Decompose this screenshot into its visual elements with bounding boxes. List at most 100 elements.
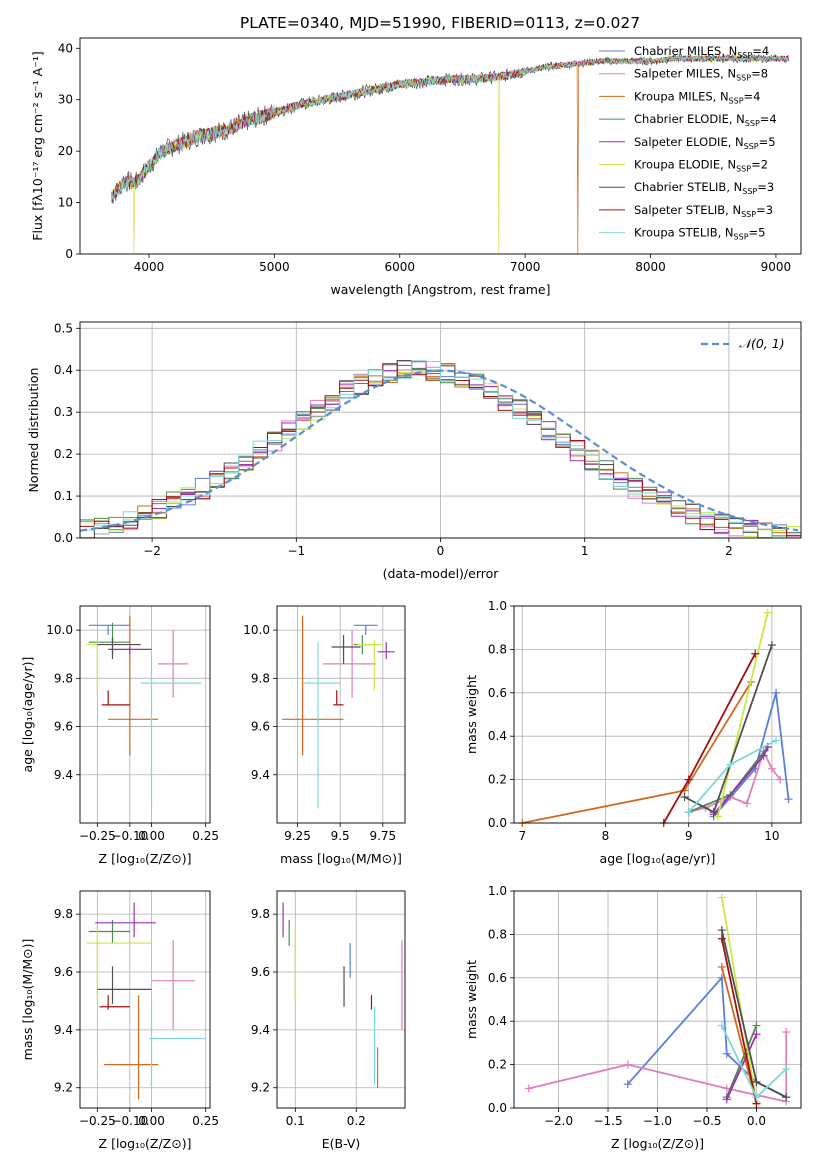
y-axis-label: mass weight (464, 960, 479, 1039)
y-tick-label: 9.6 (54, 965, 73, 979)
y-axis-label: Flux [fλ10⁻¹⁷ erg cm⁻² s⁻¹ A⁻¹] (30, 51, 45, 240)
legend-label: Chabrier MILES, NSSP=4 (634, 44, 769, 60)
legend-nssp-value: =4 (760, 112, 777, 126)
legend-subscript: SSP (741, 210, 756, 219)
y-tick-label: 1.0 (488, 599, 507, 613)
legend-nssp-value: =3 (757, 180, 774, 194)
x-tick-label: −0.25 (79, 1114, 116, 1128)
x-tick-label: 0.00 (138, 829, 165, 843)
x-tick-label: 10 (764, 829, 779, 843)
x-tick-label: −1 (287, 544, 305, 558)
y-tick-label: 0.1 (54, 489, 73, 503)
y-tick-label: 9.6 (251, 965, 270, 979)
legend-subscript: SSP (745, 119, 760, 128)
y-tick-label: 9.8 (54, 907, 73, 921)
x-tick-label: 5000 (259, 260, 290, 274)
y-tick-label: 0.6 (488, 686, 507, 700)
y-axis-label: mass weight (464, 675, 479, 754)
y-tick-label: 0.4 (54, 363, 73, 377)
x-tick-label: 6000 (384, 260, 415, 274)
x-tick-label: 0.0 (747, 1114, 766, 1128)
legend-subscript: SSP (736, 74, 751, 83)
axes-spectrum: 4000 5000 6000 7000 8000 9000 0 10 20 30 40 wavelen… (30, 37, 802, 297)
spectrum-line (110, 54, 789, 203)
histogram-step (80, 360, 801, 539)
y-tick-label: 10.0 (46, 623, 73, 637)
y-axis-label: mass [log₁₀(M/M⊙)] (20, 939, 35, 1061)
weight-line (725, 1025, 758, 1098)
x-tick-label: 0.1 (286, 1114, 305, 1128)
legend-label: Chabrier ELODIE, NSSP=4 (634, 112, 777, 128)
x-tick-label: −0.5 (692, 1114, 721, 1128)
y-tick-label: 9.4 (54, 768, 73, 782)
axes-layer: 4000 5000 6000 7000 8000 9000010203040wavelen… (20, 37, 802, 1151)
axes-mass-weight-vs-age: 7 8 9 10 0.0 0.2 0.4 0.6 0.8 1.0 age [log₁₀(age/yr… (464, 599, 802, 866)
axes-frame (79, 890, 211, 1109)
y-tick-label: 9.2 (251, 1081, 270, 1095)
x-axis-label: (data-model)/error (383, 566, 500, 581)
y-tick-label: 0.3 (54, 405, 73, 419)
x-tick-label: 7 (518, 829, 526, 843)
x-tick-label: 9.25 (284, 829, 311, 843)
y-tick-label: 0.2 (488, 773, 507, 787)
legend-nssp-value: =5 (759, 135, 776, 149)
weight-line (713, 692, 790, 818)
y-tick-label: 0.0 (54, 531, 73, 545)
axes-mass-vs-EBV: 0.1 0.2 9.2 9.4 9.6 9.8 E(B-V) (251, 890, 406, 1151)
legend-label: Kroupa ELODIE, NSSP=2 (634, 158, 768, 174)
y-tick-label: 20 (58, 144, 73, 158)
legend-label: Salpeter STELIB, NSSP=3 (634, 203, 773, 219)
x-axis-label: Z [log₁₀(Z/Z⊙)] (99, 1136, 192, 1151)
weight-line (720, 938, 758, 1104)
y-tick-label: 9.6 (251, 720, 270, 734)
x-tick-label: 0.00 (138, 1114, 165, 1128)
axes-mass-weight-vs-Z: −2.0 −1.5 −1.0 −0.5 0.0 0.0 0.2 0.4 0.6 0.8 1.0 Z [… (464, 884, 802, 1151)
x-axis-label: Z [log₁₀(Z/Z⊙)] (99, 851, 192, 866)
x-tick-label: −2 (143, 544, 161, 558)
legend-subscript: SSP (729, 96, 744, 105)
y-axis-label: Normed distribution (26, 368, 41, 493)
weight-line (662, 653, 756, 824)
y-tick-label: 9.8 (54, 671, 73, 685)
legend-nssp-value: =8 (751, 67, 768, 81)
y-tick-label: 9.2 (54, 1081, 73, 1095)
spectrum-line (110, 54, 789, 254)
x-tick-label: −0.10 (111, 1114, 148, 1128)
y-tick-label: 30 (58, 93, 73, 107)
legend-label: Salpeter MILES, NSSP=8 (634, 67, 768, 83)
y-tick-label: 9.8 (251, 671, 270, 685)
legend-label: Kroupa MILES, NSSP=4 (634, 89, 760, 105)
x-tick-label: −2.0 (544, 1114, 573, 1128)
legend-nssp-value: =4 (744, 89, 761, 103)
axes-mass-vs-Z: −0.25−0.100.00 0.25 9.2 9.4 9.6 9.8 Z [log₁₀(Z… (20, 890, 219, 1151)
x-tick-label: 9000 (761, 260, 792, 274)
legend-subscript: SSP (742, 187, 757, 196)
legend-nssp-value: =2 (751, 158, 768, 172)
axes-frame (276, 605, 406, 824)
x-axis-label: E(B-V) (322, 1136, 361, 1151)
weight-line (716, 612, 769, 817)
y-tick-label: 10.0 (243, 623, 270, 637)
y-tick-label: 10 (58, 196, 73, 210)
x-axis-label: age [log₁₀(age/yr)] (600, 851, 716, 866)
x-tick-label: 0.2 (347, 1114, 366, 1128)
y-tick-label: 0.6 (488, 971, 507, 985)
y-tick-label: 0.8 (488, 927, 507, 941)
x-tick-label: −1.5 (593, 1114, 622, 1128)
x-tick-label: 4000 (134, 260, 165, 274)
x-tick-label: 0.25 (192, 829, 219, 843)
axes-frame (79, 321, 802, 539)
y-tick-label: 0.0 (488, 816, 507, 830)
legend-subscript: SSP (734, 233, 749, 242)
legend-label: Salpeter ELODIE, NSSP=5 (634, 135, 776, 151)
legend-subscript: SSP (744, 142, 759, 151)
y-tick-label: 9.4 (251, 768, 270, 782)
y-tick-label: 0.2 (488, 1058, 507, 1072)
y-tick-label: 0.0 (488, 1101, 507, 1115)
x-axis-label: mass [log₁₀(M/M⊙)] (280, 851, 402, 866)
axes-frame (79, 605, 211, 824)
x-tick-label: 2 (725, 544, 733, 558)
y-tick-label: 0.2 (54, 447, 73, 461)
x-tick-label: 0.25 (192, 1114, 219, 1128)
